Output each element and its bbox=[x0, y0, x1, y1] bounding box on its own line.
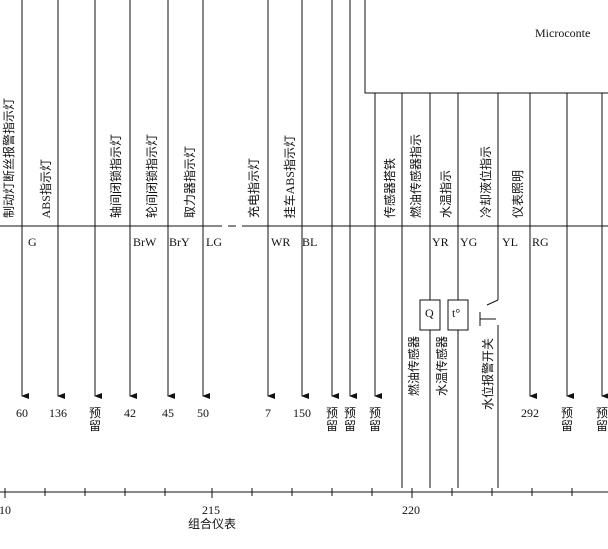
pin-label: 45 bbox=[162, 406, 174, 420]
wire-code: BrW bbox=[133, 235, 157, 249]
signal-label: 制动灯断丝报警指示灯 bbox=[2, 97, 16, 218]
scale-tick: 215 bbox=[202, 503, 220, 517]
signal-label: 水温指示 bbox=[439, 169, 453, 218]
pin-label: 7 bbox=[265, 406, 271, 420]
pin-label: 42 bbox=[124, 406, 136, 420]
pin-label: 50 bbox=[197, 406, 209, 420]
wire-code: RG bbox=[532, 235, 549, 249]
signal-label: 充电指示灯 bbox=[247, 157, 261, 218]
wire-code: LG bbox=[206, 235, 222, 249]
pin-label: 292 bbox=[521, 406, 539, 420]
sensor-wires bbox=[401, 93, 499, 488]
signal-wires bbox=[21, 0, 608, 399]
wire-code: BL bbox=[302, 235, 318, 249]
temp-sensor-box bbox=[447, 299, 469, 331]
signal-label: 冷却液位指示 bbox=[479, 145, 493, 218]
wire-code: G bbox=[28, 235, 37, 249]
microcontroller-box bbox=[364, 0, 608, 94]
component-label: 水温传感器 bbox=[435, 336, 449, 397]
pin-label: 预留 bbox=[89, 406, 102, 433]
component-symbol: t° bbox=[452, 306, 461, 320]
pin-label: 预留 bbox=[561, 406, 574, 433]
signal-label: 传感器搭铁 bbox=[383, 157, 397, 218]
component-label: 水位报警开关 bbox=[481, 338, 495, 411]
wire-code: WR bbox=[271, 235, 291, 249]
signal-label: 轴间闭锁指示灯 bbox=[109, 133, 123, 218]
signal-label: 挂车ABS指示灯 bbox=[283, 134, 297, 218]
component-symbol: Q bbox=[425, 306, 434, 320]
pin-label: 60 bbox=[16, 406, 28, 420]
scale-axis bbox=[0, 488, 608, 498]
pin-label: 预留 bbox=[326, 406, 339, 433]
signal-label: ABS指示灯 bbox=[39, 158, 53, 218]
scale-tick: 220 bbox=[402, 503, 420, 517]
signal-label: 燃油传感器指示 bbox=[409, 133, 423, 218]
component-label: 燃油传感器 bbox=[407, 336, 421, 397]
pin-label: 预留 bbox=[596, 406, 608, 433]
fuel-sensor-box bbox=[419, 299, 441, 331]
wire-code: BrY bbox=[169, 235, 190, 249]
scale-tick: 10 bbox=[0, 503, 11, 517]
pin-label: 136 bbox=[49, 406, 67, 420]
switch bbox=[479, 312, 496, 326]
wire-code: YR bbox=[432, 235, 449, 249]
signal-label: 仪表照明 bbox=[511, 169, 525, 218]
wire-code: YL bbox=[502, 235, 518, 249]
scale-label: 组合仪表 bbox=[188, 517, 237, 531]
pin-label: 预留 bbox=[369, 406, 382, 433]
signal-label: 取力器指示灯 bbox=[183, 145, 197, 218]
signal-label: 轮间闭锁指示灯 bbox=[145, 133, 159, 218]
pin-label: 预留 bbox=[344, 406, 357, 433]
microcontroller-label: Microconte bbox=[535, 26, 591, 40]
wire-code: YG bbox=[460, 235, 478, 249]
pin-label: 150 bbox=[293, 406, 311, 420]
